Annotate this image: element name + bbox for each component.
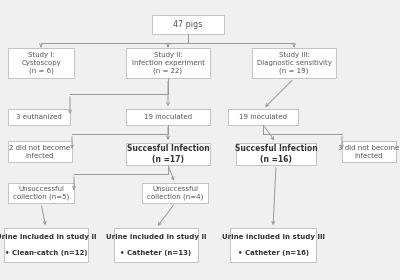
FancyBboxPatch shape bbox=[152, 15, 224, 34]
Text: Unsuccessful
collection (n=4): Unsuccessful collection (n=4) bbox=[147, 186, 203, 200]
Text: 2 did not become
infected: 2 did not become infected bbox=[10, 145, 70, 159]
FancyBboxPatch shape bbox=[8, 141, 72, 162]
FancyBboxPatch shape bbox=[126, 109, 210, 125]
Text: Urine included in study II

• Catheter (n=13): Urine included in study II • Catheter (n… bbox=[106, 234, 206, 256]
FancyBboxPatch shape bbox=[142, 183, 208, 203]
Text: Urine included in study II

• Clean-catch (n=12): Urine included in study II • Clean-catch… bbox=[0, 234, 96, 256]
FancyBboxPatch shape bbox=[8, 48, 74, 78]
Text: Study I:
Cystoscopy
(n = 6): Study I: Cystoscopy (n = 6) bbox=[21, 52, 61, 74]
Text: 3 euthanized: 3 euthanized bbox=[16, 114, 62, 120]
FancyBboxPatch shape bbox=[8, 109, 70, 125]
Text: Study II:
Infection experiment
(n = 22): Study II: Infection experiment (n = 22) bbox=[132, 52, 204, 74]
Text: Succesful Infection
(n =17): Succesful Infection (n =17) bbox=[127, 144, 209, 164]
FancyBboxPatch shape bbox=[252, 48, 336, 78]
FancyBboxPatch shape bbox=[230, 228, 316, 262]
Text: 19 inoculated: 19 inoculated bbox=[239, 114, 287, 120]
FancyBboxPatch shape bbox=[126, 48, 210, 78]
Text: Succesful Infection
(n =16): Succesful Infection (n =16) bbox=[235, 144, 317, 164]
Text: Urine included in study III

• Catheter (n=16): Urine included in study III • Catheter (… bbox=[222, 234, 324, 256]
FancyBboxPatch shape bbox=[236, 143, 316, 165]
Text: 19 inoculated: 19 inoculated bbox=[144, 114, 192, 120]
Text: Study III:
Diagnostic sensitivity
(n = 19): Study III: Diagnostic sensitivity (n = 1… bbox=[256, 52, 332, 74]
Text: 47 pigs: 47 pigs bbox=[173, 20, 203, 29]
FancyBboxPatch shape bbox=[4, 228, 88, 262]
FancyBboxPatch shape bbox=[228, 109, 298, 125]
FancyBboxPatch shape bbox=[342, 141, 396, 162]
Text: 3 did not become
infected: 3 did not become infected bbox=[338, 145, 400, 159]
FancyBboxPatch shape bbox=[126, 143, 210, 165]
FancyBboxPatch shape bbox=[114, 228, 198, 262]
Text: Unsuccessful
collection (n=5): Unsuccessful collection (n=5) bbox=[13, 186, 69, 200]
FancyBboxPatch shape bbox=[8, 183, 74, 203]
